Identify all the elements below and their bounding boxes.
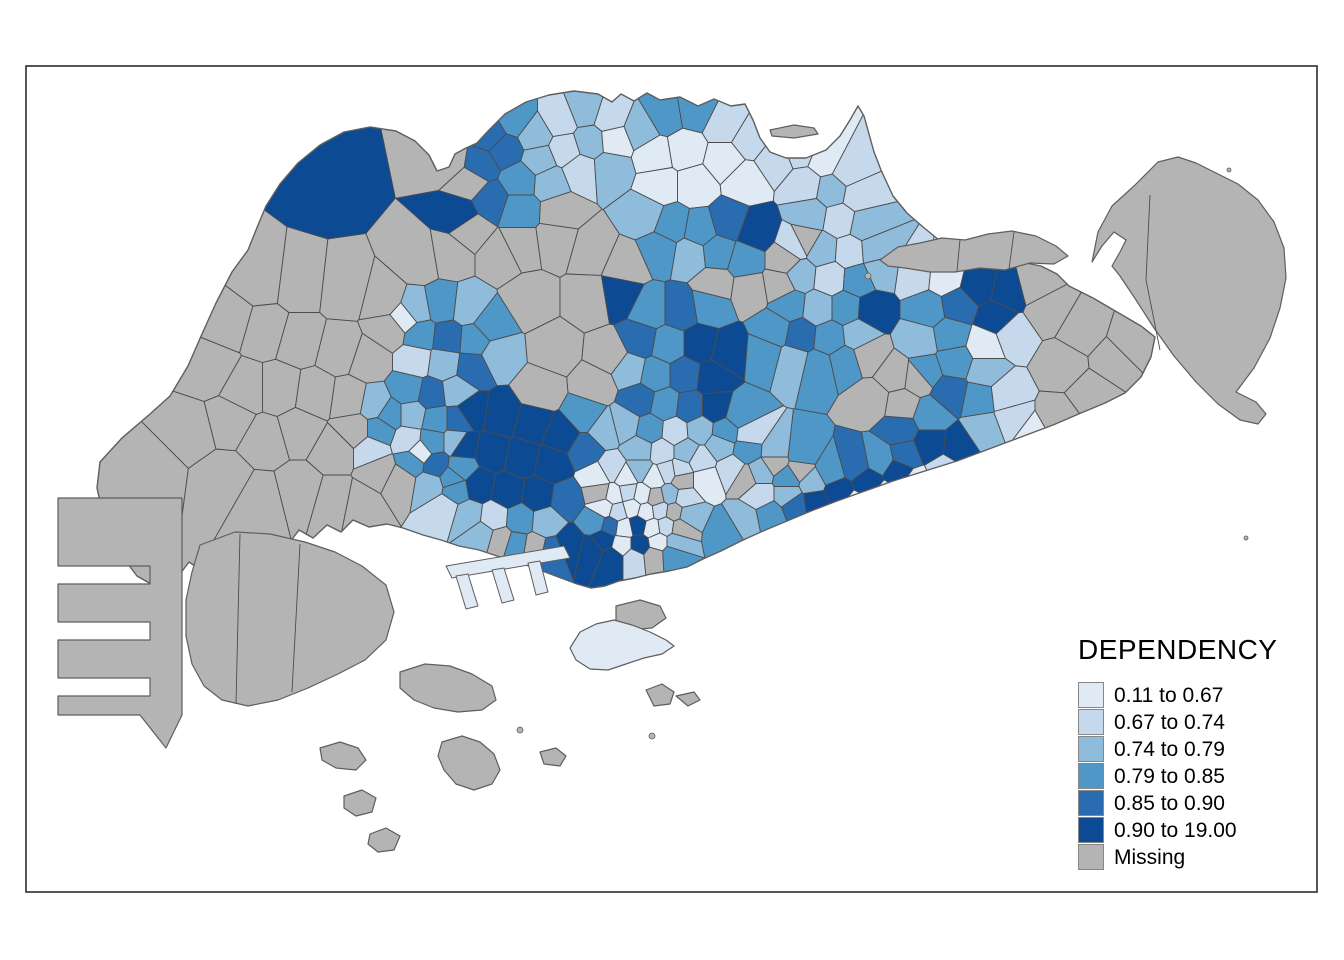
subzone-polygon [669,355,701,394]
legend-swatch [1078,790,1104,816]
legend-label: 0.90 to 19.00 [1114,818,1237,842]
islet-dot [864,272,872,280]
legend-row: 0.90 to 19.00 [1078,817,1277,844]
subzone-polygon [422,451,450,478]
subzone-polygon [377,396,402,431]
subzone-polygon [581,323,628,375]
subzone-polygon [353,436,393,470]
island-polygon [367,827,401,853]
port-polygon [527,560,549,596]
legend-label: 0.67 to 0.74 [1114,710,1225,734]
legend-swatch [1078,763,1104,789]
subzone-polygon [531,505,570,539]
legend-swatch [1078,736,1104,762]
port-polygon [491,567,515,604]
subzone-polygon [834,233,864,270]
island-polygon [437,735,501,791]
islet-dots [516,167,1249,740]
outlying-islands [57,124,1287,853]
island-polygon [645,683,675,707]
legend-label: 0.11 to 0.67 [1114,683,1224,707]
subzone-polygon [686,415,714,446]
subzone-polygon [456,352,498,392]
legend-row: Missing [1078,844,1277,871]
island-polygon [1091,156,1287,425]
island-border-line [235,533,241,705]
subzone-polygon [276,226,329,313]
islet-dot [1226,167,1232,173]
island-border-line [1145,194,1161,351]
islet-dot [516,726,524,734]
island-border-line [956,239,961,272]
legend-label: Missing [1114,845,1186,869]
legend-label: 0.79 to 0.85 [1114,764,1225,788]
subzone-polygon [441,479,470,505]
island-internal-borders [235,194,1161,705]
island-polygon [319,741,367,771]
subzone-polygon [432,319,463,354]
legend-row: 0.79 to 0.85 [1078,763,1277,790]
island-border-line [291,543,301,693]
subzone-polygon [787,460,816,483]
island-polygon [185,531,395,707]
port-polygon [455,573,479,610]
island-polygon [879,230,1069,273]
legend-row: 0.74 to 0.79 [1078,736,1277,763]
subzone-polygon [538,191,603,230]
legend-row: 0.11 to 0.67 [1078,682,1277,709]
legend-title: DEPENDENCY [1078,634,1278,665]
subzone-polygon [736,405,788,445]
island-polygon [769,124,819,139]
legend-label: 0.85 to 0.90 [1114,791,1225,815]
subzone-polygon [421,405,448,434]
subzone-polygon [798,466,827,494]
port-area [445,545,571,610]
subzone-polygon [773,486,803,508]
island-polygon [569,619,675,671]
subzone-polygon [566,432,606,473]
legend-swatch [1078,844,1104,870]
legend-swatch [1078,709,1104,735]
island-polygon [343,789,377,817]
map-legend: DEPENDENCY 0.11 to 0.67 0.67 to 0.74 0.7… [1078,634,1277,871]
islet-dot [1243,535,1249,541]
subzone-polygon [550,475,586,523]
subzone-polygon [649,437,675,465]
island-polygon [399,663,497,713]
subzone-polygon [408,439,433,464]
subzone-polygon [380,463,417,528]
legend-row: 0.67 to 0.74 [1078,709,1277,736]
legend-label: 0.74 to 0.79 [1114,737,1225,761]
legend-swatch [1078,682,1104,708]
islet-dot [648,732,656,740]
port-polygon [445,545,571,579]
legend-swatch [1078,817,1104,843]
subzone-polygon [327,413,368,449]
coastline-outline [96,90,1156,589]
subzone-polygon [505,502,535,535]
subzone-polygon [389,302,418,334]
subzone-polygon [673,437,700,464]
subzone-polygon [508,362,569,412]
subzone-polygon [262,358,302,417]
island-polygon [675,691,701,707]
legend-row: 0.85 to 0.90 [1078,790,1277,817]
island-polygon [539,747,567,767]
island-polygon [57,497,183,749]
island-border-line [1008,231,1015,270]
